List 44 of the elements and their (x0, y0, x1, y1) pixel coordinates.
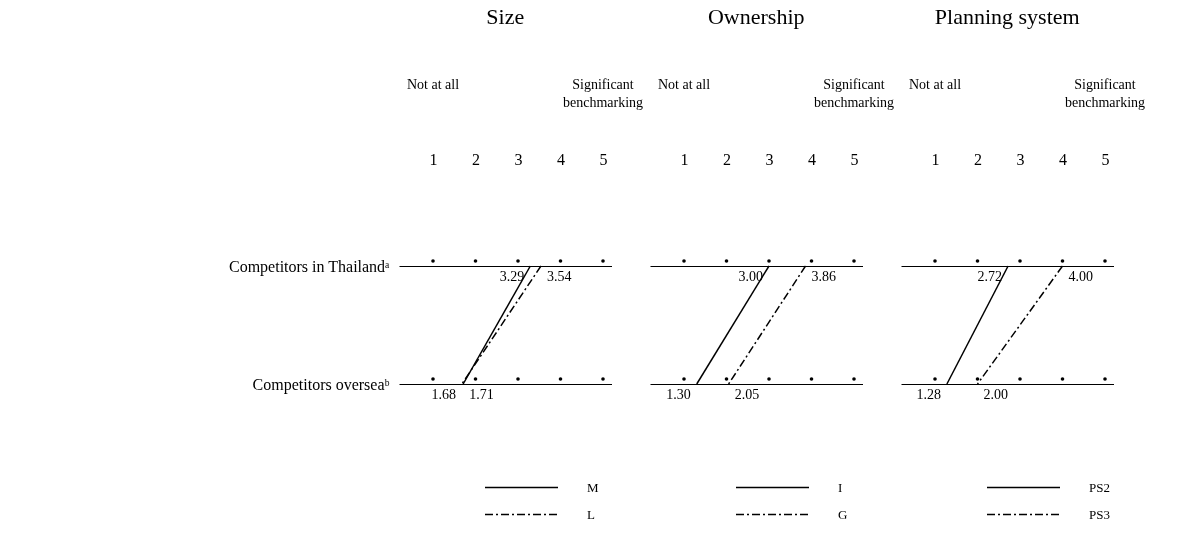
x-tick-label: 1 (429, 150, 438, 168)
text: Not at all (406, 77, 460, 92)
text: M (587, 479, 599, 495)
x-tick-label: 1 (931, 150, 940, 168)
text: Not at all (908, 77, 962, 92)
data-label: 1.28 (916, 387, 941, 402)
x-tick-label: 2 (472, 150, 480, 168)
data-label: 1.68 (431, 387, 456, 402)
chart-title: Ownership (707, 4, 805, 29)
data-label: 3.54 (546, 269, 572, 284)
data-label: 3.86 (811, 269, 837, 284)
text: Significant benchmarking (1064, 77, 1146, 110)
chart-title: Planning system (934, 4, 1080, 29)
x-tick-label: 5 (599, 150, 608, 168)
text: Not at all (657, 77, 711, 92)
data-label: 3.29 (499, 269, 525, 284)
data-label: 2.72 (977, 269, 1003, 284)
data-label: 1.71 (469, 387, 494, 402)
data-label: 1.30 (666, 387, 691, 402)
text: PS3 (1089, 506, 1110, 522)
x-tick-label: 4 (1059, 150, 1067, 168)
data-label: 2.05 (734, 387, 760, 402)
x-tick-label: 5 (850, 150, 859, 168)
text: PS2 (1089, 479, 1110, 495)
data-label: 4.00 (1068, 269, 1093, 284)
x-tick-label: 3 (765, 150, 774, 168)
x-tick-label: 2 (974, 150, 982, 168)
y-tick-label: Competitors overseaᵇ (252, 375, 390, 394)
text: G (838, 506, 848, 522)
text: L (587, 506, 595, 522)
data-label: 3.00 (738, 269, 763, 284)
x-tick-label: 3 (1016, 150, 1025, 168)
text: I (838, 479, 843, 495)
text: Significant benchmarking (562, 77, 644, 110)
x-tick-label: 3 (514, 150, 523, 168)
x-tick-label: 4 (557, 150, 565, 168)
y-tick-label: Competitors in Thailandᵃ (228, 257, 391, 276)
chart-title: Size (486, 4, 525, 29)
text: Significant benchmarking (813, 77, 895, 110)
x-tick-label: 4 (808, 150, 816, 168)
x-tick-label: 5 (1101, 150, 1110, 168)
x-tick-label: 2 (723, 150, 731, 168)
x-tick-label: 1 (680, 150, 689, 168)
data-label: 2.00 (983, 387, 1008, 402)
